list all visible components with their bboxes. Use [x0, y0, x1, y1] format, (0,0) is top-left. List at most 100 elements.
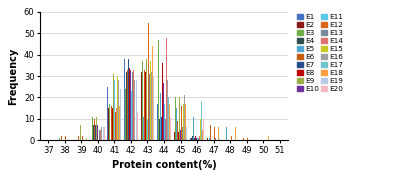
Bar	[92, 117, 93, 140]
Bar	[117, 76, 118, 140]
Bar	[114, 80, 115, 140]
Bar	[96, 117, 97, 140]
Bar	[165, 119, 166, 140]
Bar	[119, 106, 120, 140]
Bar	[199, 136, 200, 140]
Bar	[116, 108, 117, 140]
Bar	[95, 125, 96, 140]
Bar	[104, 127, 105, 140]
Bar	[153, 76, 154, 140]
Bar	[183, 104, 184, 140]
Bar	[193, 117, 194, 140]
Bar	[157, 104, 158, 140]
Bar	[195, 136, 196, 140]
Bar	[108, 108, 109, 140]
Bar	[149, 74, 150, 140]
Bar	[215, 138, 216, 140]
Bar	[162, 63, 163, 140]
Bar	[99, 130, 100, 140]
Bar	[175, 97, 176, 140]
Bar	[150, 61, 151, 140]
Bar	[218, 127, 219, 140]
Bar	[145, 72, 146, 140]
Bar	[134, 80, 135, 140]
Legend: E1, E2, E3, E4, E5, E6, E7, E8, E9, E10, E11, E12, E13, E14, E15, E16, E17, E18,: E1, E2, E3, E4, E5, E6, E7, E8, E9, E10,…	[296, 13, 344, 93]
Bar	[187, 95, 188, 140]
Bar	[109, 104, 110, 140]
Bar	[128, 59, 129, 140]
Bar	[235, 127, 236, 140]
Bar	[180, 95, 181, 140]
Bar	[146, 59, 147, 140]
Bar	[151, 72, 152, 140]
Bar	[242, 138, 243, 140]
Bar	[164, 104, 165, 140]
Bar	[120, 89, 121, 140]
Bar	[176, 108, 177, 140]
Bar	[141, 72, 142, 140]
Bar	[136, 80, 137, 140]
Bar	[247, 138, 248, 140]
Bar	[268, 136, 269, 140]
Bar	[191, 138, 192, 140]
Bar	[80, 125, 81, 140]
Bar	[177, 121, 178, 140]
Bar	[100, 130, 101, 140]
Bar	[133, 70, 134, 140]
Bar	[112, 108, 113, 140]
Bar	[194, 138, 195, 140]
Bar	[131, 91, 132, 140]
Bar	[144, 70, 145, 140]
Bar	[59, 138, 60, 140]
Bar	[115, 113, 116, 140]
Bar	[202, 130, 203, 140]
Bar	[58, 138, 59, 140]
Bar	[126, 72, 127, 140]
Bar	[214, 127, 215, 140]
Bar	[185, 104, 186, 140]
Bar	[158, 40, 159, 140]
Bar	[137, 113, 138, 140]
Bar	[168, 97, 169, 140]
Bar	[179, 97, 180, 140]
Bar	[129, 68, 130, 140]
Bar	[159, 119, 160, 140]
Bar	[130, 70, 131, 140]
Bar	[169, 104, 170, 140]
Bar	[101, 127, 102, 140]
Bar	[197, 138, 198, 140]
Bar	[82, 136, 83, 140]
Bar	[142, 61, 143, 140]
Bar	[160, 108, 161, 140]
Bar	[201, 102, 202, 140]
Bar	[98, 119, 99, 140]
Bar	[61, 136, 62, 140]
Bar	[178, 132, 179, 140]
Bar	[192, 136, 193, 140]
Bar	[170, 117, 171, 140]
Bar	[167, 40, 168, 140]
Bar	[196, 138, 197, 140]
Bar	[186, 127, 187, 140]
Bar	[94, 119, 95, 140]
Bar	[284, 138, 285, 140]
Bar	[124, 59, 125, 140]
Bar	[207, 138, 208, 140]
Bar	[231, 136, 232, 140]
Bar	[219, 138, 220, 140]
Y-axis label: Frequency: Frequency	[8, 48, 18, 105]
Bar	[181, 106, 182, 140]
X-axis label: Protein content(%): Protein content(%)	[112, 160, 216, 170]
Bar	[111, 106, 112, 140]
Bar	[152, 46, 153, 140]
Bar	[190, 138, 191, 140]
Bar	[125, 89, 126, 140]
Bar	[97, 125, 98, 140]
Bar	[161, 117, 162, 140]
Bar	[226, 127, 227, 140]
Bar	[86, 138, 87, 140]
Bar	[174, 132, 175, 140]
Bar	[166, 38, 167, 140]
Bar	[182, 127, 183, 140]
Bar	[198, 138, 199, 140]
